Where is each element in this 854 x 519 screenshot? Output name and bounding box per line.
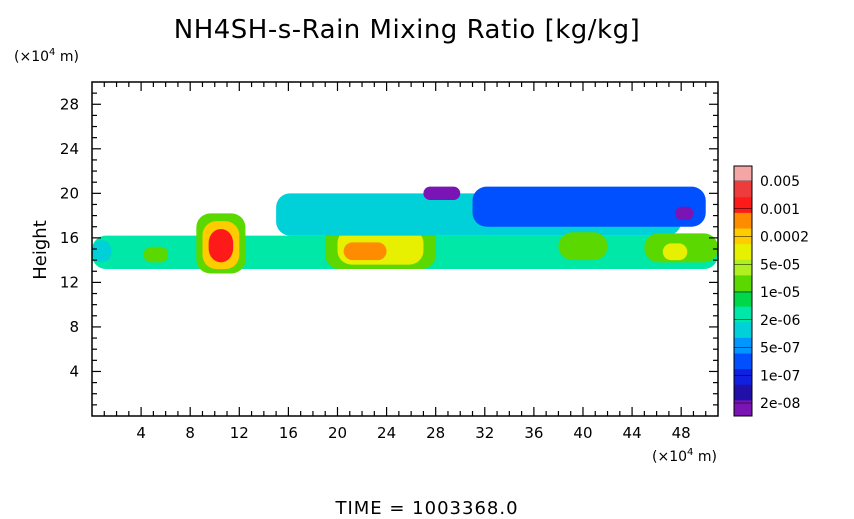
y-unit-exp: 4 xyxy=(49,47,55,58)
colorbar-label: 0.001 xyxy=(760,202,800,218)
colorbar-swatch xyxy=(734,369,752,386)
field-region-9 xyxy=(392,237,424,261)
y-axis-unit: (×104 m) xyxy=(14,47,79,65)
colorbar-swatch xyxy=(734,322,752,339)
colorbar-label: 2e-08 xyxy=(760,396,800,412)
x-tick-label: 32 xyxy=(475,424,494,442)
field-region-14 xyxy=(662,243,688,261)
colorbar-swatch xyxy=(734,181,752,198)
colorbar-swatch xyxy=(734,212,752,229)
colorbar-swatch xyxy=(734,353,752,370)
x-unit-prefix: (×10 xyxy=(652,449,687,465)
chart-title: NH4SH-s-Rain Mixing Ratio [kg/kg] xyxy=(174,15,641,45)
field-region-2 xyxy=(143,246,169,263)
x-tick-label: 44 xyxy=(623,424,642,442)
colorbar xyxy=(733,165,753,417)
plot-frame xyxy=(91,81,719,417)
field-region-12 xyxy=(558,232,608,261)
y-unit-prefix: (×10 xyxy=(14,49,49,65)
colorbar-label: 2e-06 xyxy=(760,313,800,329)
colorbar-frame xyxy=(733,165,753,417)
y-tick-label: 28 xyxy=(60,95,79,113)
y-tick-label: 8 xyxy=(69,318,79,336)
y-tick-label: 12 xyxy=(60,273,79,291)
colorbar-labels: 0.005 0.001 0.0002 5e-05 1e-05 2e-06 5e-07 1e-0… xyxy=(760,174,809,412)
x-tick-label: 20 xyxy=(328,424,347,442)
colorbar-swatch xyxy=(734,400,752,417)
colorbar-swatch xyxy=(734,275,752,292)
colorbar-swatch xyxy=(734,384,752,401)
y-unit-suffix: m) xyxy=(55,49,79,65)
field-region-11 xyxy=(472,186,706,227)
colorbar-label: 1e-07 xyxy=(760,368,800,384)
colorbar-swatch xyxy=(734,244,752,261)
colorbar-swatch xyxy=(734,306,752,323)
x-tick-label: 12 xyxy=(230,424,249,442)
x-tick-label: 40 xyxy=(573,424,592,442)
colorbar-swatch xyxy=(734,259,752,276)
x-tick-label: 16 xyxy=(279,424,298,442)
colorbar-swatch xyxy=(734,197,752,214)
x-tick-label: 48 xyxy=(672,424,691,442)
x-unit-suffix: m) xyxy=(693,449,717,465)
colorbar-label: 0.0002 xyxy=(760,230,809,246)
colorbar-label: 1e-05 xyxy=(760,285,800,301)
colorbar-label: 5e-05 xyxy=(760,257,800,273)
field-region-1 xyxy=(92,240,112,263)
colorbar-label: 0.005 xyxy=(760,174,800,190)
y-tick-label: 4 xyxy=(69,362,79,380)
x-unit-exp: 4 xyxy=(687,447,693,458)
y-tick-label: 20 xyxy=(60,184,79,202)
colorbar-swatch xyxy=(734,166,752,183)
x-tick-label: 24 xyxy=(377,424,396,442)
axis-ticks xyxy=(92,82,718,416)
x-tick-label: 4 xyxy=(136,424,146,442)
y-tick-label: 24 xyxy=(60,140,79,158)
time-label: TIME = 1003368.0 xyxy=(334,498,518,519)
field-region-15 xyxy=(423,186,461,201)
field-region-16 xyxy=(675,206,694,221)
x-tick-label: 8 xyxy=(185,424,195,442)
field-regions xyxy=(92,186,718,274)
x-axis-unit: (×104 m) xyxy=(652,447,717,465)
x-tick-label: 36 xyxy=(524,424,543,442)
field-region-5 xyxy=(208,228,234,263)
field-region-8 xyxy=(343,242,387,261)
colorbar-swatch xyxy=(734,337,752,354)
colorbar-swatch xyxy=(734,291,752,308)
x-tick-label: 28 xyxy=(426,424,445,442)
colorbar-label: 5e-07 xyxy=(760,341,800,357)
y-axis-label: Height xyxy=(30,220,51,280)
y-tick-label: 16 xyxy=(60,229,79,247)
